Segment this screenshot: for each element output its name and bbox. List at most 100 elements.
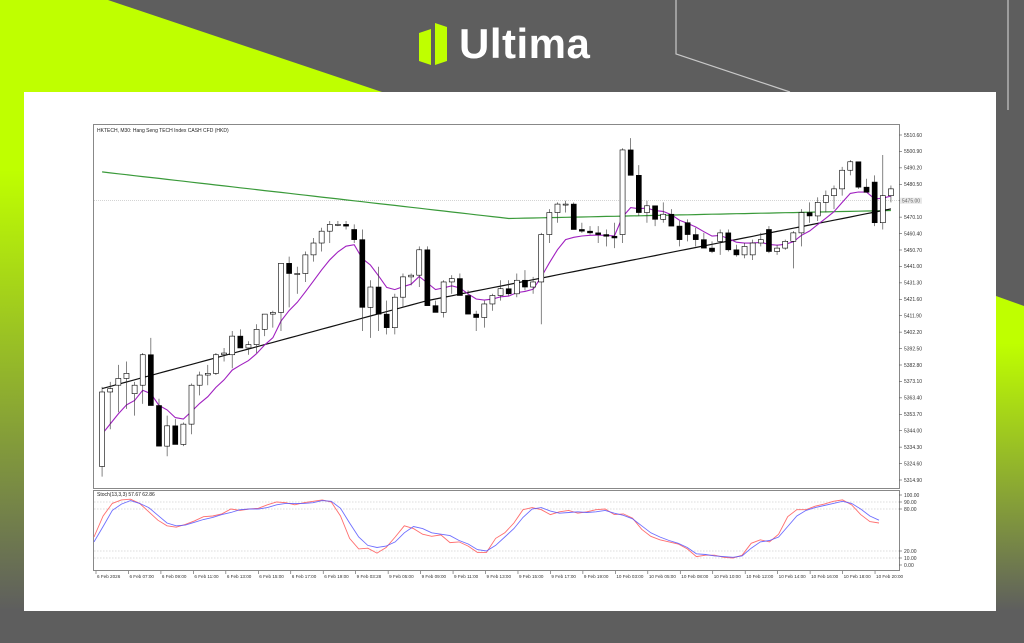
svg-text:10 Feb 16:00: 10 Feb 16:00 bbox=[811, 574, 839, 579]
candle bbox=[294, 273, 301, 275]
candle bbox=[579, 229, 585, 232]
candle bbox=[481, 303, 488, 318]
candle bbox=[749, 242, 756, 256]
candle bbox=[375, 286, 382, 315]
candle bbox=[229, 335, 236, 356]
candle bbox=[619, 149, 626, 235]
candle bbox=[741, 246, 748, 256]
svg-text:5460.40: 5460.40 bbox=[904, 231, 922, 237]
svg-text:9 Feb 03:28: 9 Feb 03:28 bbox=[357, 574, 382, 579]
candle bbox=[823, 195, 829, 203]
candle bbox=[709, 247, 715, 252]
candle bbox=[652, 205, 658, 220]
candle bbox=[790, 232, 797, 242]
candle bbox=[879, 195, 886, 224]
candle bbox=[757, 239, 764, 244]
candle bbox=[554, 203, 561, 213]
candle bbox=[546, 212, 553, 235]
svg-text:10 Feb 18:00: 10 Feb 18:00 bbox=[844, 574, 872, 579]
candle bbox=[725, 232, 732, 251]
svg-text:9 Feb 11:00: 9 Feb 11:00 bbox=[454, 574, 479, 579]
svg-text:5480.50: 5480.50 bbox=[904, 182, 922, 188]
candle bbox=[814, 202, 821, 217]
svg-text:9 Feb 19:00: 9 Feb 19:00 bbox=[584, 574, 609, 579]
svg-text:100.00: 100.00 bbox=[904, 493, 920, 499]
candle bbox=[798, 212, 805, 234]
candle bbox=[514, 279, 520, 295]
svg-text:6 Feb 2026: 6 Feb 2026 bbox=[97, 574, 121, 579]
stochastic-title: Stoch(13,3,3) 57.67 62.86 bbox=[97, 492, 155, 498]
svg-text:5441.00: 5441.00 bbox=[904, 264, 922, 270]
candle bbox=[270, 312, 276, 315]
candle bbox=[156, 405, 162, 447]
candle bbox=[204, 373, 211, 376]
lime-gradient-left bbox=[0, 92, 24, 611]
candle bbox=[717, 232, 723, 242]
candle bbox=[302, 254, 309, 274]
candle bbox=[383, 313, 390, 328]
svg-text:5334.30: 5334.30 bbox=[904, 445, 922, 451]
candle bbox=[237, 335, 244, 349]
svg-text:5490.20: 5490.20 bbox=[904, 166, 922, 172]
candle bbox=[416, 249, 423, 276]
svg-text:10 Feb 10:00: 10 Feb 10:00 bbox=[714, 574, 742, 579]
svg-text:9 Feb 13:00: 9 Feb 13:00 bbox=[487, 574, 512, 579]
candle bbox=[148, 354, 154, 406]
svg-text:80.00: 80.00 bbox=[904, 507, 917, 513]
candle bbox=[253, 329, 260, 345]
svg-text:9 Feb 09:00: 9 Feb 09:00 bbox=[422, 574, 447, 579]
candle bbox=[99, 391, 105, 467]
svg-text:6 Feb 17:00: 6 Feb 17:00 bbox=[292, 574, 317, 579]
svg-text:9 Feb 05:00: 9 Feb 05:00 bbox=[389, 574, 414, 579]
candle bbox=[782, 241, 789, 249]
candle bbox=[636, 175, 642, 213]
svg-text:5510.60: 5510.60 bbox=[904, 133, 922, 139]
svg-text:5500.90: 5500.90 bbox=[904, 149, 922, 155]
svg-text:6 Feb 07:00: 6 Feb 07:00 bbox=[129, 574, 154, 579]
svg-text:5431.30: 5431.30 bbox=[904, 281, 922, 287]
svg-text:5382.80: 5382.80 bbox=[904, 363, 922, 369]
candle bbox=[245, 344, 252, 349]
candle bbox=[400, 276, 406, 298]
svg-text:5392.50: 5392.50 bbox=[904, 346, 922, 352]
candle bbox=[676, 225, 683, 240]
candle bbox=[733, 249, 740, 256]
candle bbox=[497, 288, 504, 296]
svg-text:5324.60: 5324.60 bbox=[904, 461, 922, 467]
svg-text:5475.00: 5475.00 bbox=[902, 199, 920, 205]
svg-text:9 Feb 15:00: 9 Feb 15:00 bbox=[519, 574, 544, 579]
candle bbox=[440, 281, 447, 313]
candle bbox=[847, 161, 854, 171]
candle bbox=[530, 281, 536, 288]
svg-text:5353.70: 5353.70 bbox=[904, 412, 922, 418]
candle bbox=[701, 239, 707, 249]
candle bbox=[164, 425, 170, 447]
svg-text:5411.90: 5411.90 bbox=[904, 314, 922, 320]
candle bbox=[644, 205, 650, 213]
svg-text:5314.90: 5314.90 bbox=[904, 478, 922, 484]
candle bbox=[351, 229, 357, 240]
candle bbox=[335, 224, 341, 226]
svg-text:10 Feb 08:00: 10 Feb 08:00 bbox=[681, 574, 709, 579]
candle bbox=[774, 247, 780, 252]
candle bbox=[627, 149, 634, 176]
candle bbox=[863, 186, 870, 193]
price-chart[interactable]: 5510.605500.905490.205480.505470.805470.… bbox=[93, 124, 923, 579]
candle bbox=[457, 278, 463, 296]
candle bbox=[359, 239, 366, 308]
candle bbox=[684, 222, 691, 235]
candle bbox=[131, 384, 138, 394]
svg-text:5373.10: 5373.10 bbox=[904, 379, 922, 385]
svg-text:0.00: 0.00 bbox=[904, 563, 914, 569]
brand-name: Ultima bbox=[459, 20, 591, 67]
candle bbox=[611, 235, 618, 239]
chart-frame: 5510.605500.905490.205480.505470.805470.… bbox=[93, 124, 923, 579]
candle bbox=[310, 242, 317, 256]
svg-text:90.00: 90.00 bbox=[904, 500, 917, 506]
decor-line bbox=[675, 0, 791, 93]
svg-text:20.00: 20.00 bbox=[904, 549, 917, 555]
candle bbox=[465, 295, 471, 315]
svg-text:6 Feb 11:00: 6 Feb 11:00 bbox=[194, 574, 219, 579]
lime-gradient-right bbox=[996, 296, 1024, 611]
candle bbox=[180, 423, 187, 445]
